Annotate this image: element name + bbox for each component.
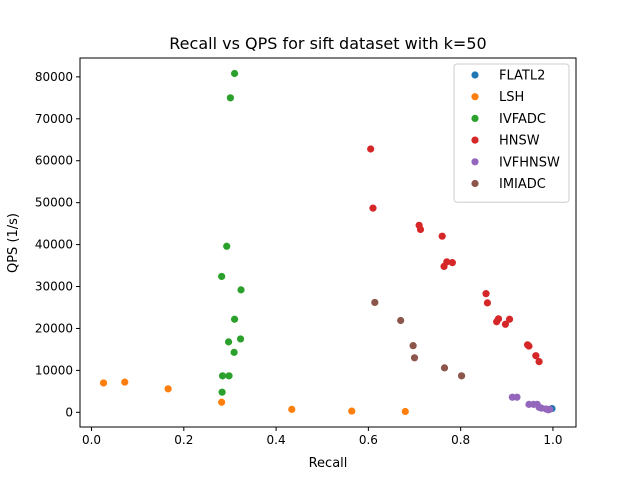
data-point: [164, 385, 172, 393]
chart-title: Recall vs QPS for sift dataset with k=50: [169, 34, 486, 53]
series-lsh: [99, 378, 409, 416]
data-point: [397, 316, 405, 325]
x-tick-label: 0.2: [174, 433, 193, 447]
legend-label: IVFHNSW: [499, 155, 560, 170]
data-point: [457, 372, 466, 380]
data-point: [223, 242, 231, 250]
x-tick-label: 0.6: [359, 433, 378, 447]
data-point: [371, 298, 379, 307]
data-point: [218, 398, 226, 406]
series-imiadc: [371, 298, 466, 380]
data-point: [348, 407, 356, 415]
y-tick-label: 0: [65, 405, 73, 419]
plot-area-frame: [79, 57, 577, 428]
data-point: [482, 290, 490, 298]
data-point: [440, 364, 449, 372]
data-point: [218, 372, 227, 380]
y-tick-label: 80000: [35, 70, 73, 84]
series-ivfhnsw: [508, 393, 554, 414]
data-point: [236, 335, 245, 343]
data-point: [218, 272, 226, 281]
y-tick-label: 30000: [35, 280, 73, 294]
x-tick-label: 0.0: [82, 433, 101, 447]
legend-label: HNSW: [499, 134, 540, 149]
data-point: [224, 338, 233, 346]
data-point: [230, 69, 239, 78]
data-point: [532, 352, 540, 360]
x-tick-label: 0.8: [451, 433, 470, 447]
series-ivfadc: [218, 69, 245, 396]
legend-marker: [471, 136, 479, 144]
legend-label: LSH: [499, 90, 524, 105]
axis-ticks: 0.0 0.2 0.4 0.6 0.8 1.0 0 10000 20000 30000 40000 5…: [35, 70, 563, 447]
legend-marker: [471, 93, 479, 101]
data-point: [438, 232, 446, 240]
data-point: [226, 94, 235, 102]
x-tick-label: 0.4: [267, 433, 286, 447]
legend-marker: [471, 158, 479, 166]
data-point: [237, 286, 245, 294]
y-tick-label: 50000: [35, 196, 73, 210]
data-point: [230, 348, 238, 356]
data-points: [99, 69, 556, 416]
data-point: [535, 357, 543, 366]
y-tick-label: 60000: [35, 154, 73, 168]
data-point: [448, 259, 456, 267]
data-point: [410, 354, 419, 362]
legend-box: [453, 63, 570, 203]
y-tick-label: 20000: [35, 321, 73, 335]
y-axis-label: QPS (1/s): [6, 213, 21, 273]
data-point: [525, 342, 533, 350]
legend-marker: [471, 114, 479, 122]
data-point: [369, 204, 377, 212]
data-point: [501, 320, 510, 328]
data-point: [401, 407, 409, 416]
series-hnsw: [367, 145, 543, 366]
data-point: [121, 378, 129, 386]
legend-marker: [471, 71, 479, 79]
data-point: [546, 405, 554, 413]
data-point: [513, 393, 521, 401]
data-point: [440, 262, 448, 270]
y-tick-label: 10000: [35, 363, 73, 377]
data-point: [230, 315, 239, 323]
legend-marker: [471, 179, 479, 188]
data-point: [409, 342, 417, 350]
data-point: [493, 318, 501, 326]
x-tick-label: 1.0: [543, 433, 562, 447]
legend-label: IMIADC: [499, 177, 546, 192]
legend-label: IVFADC: [499, 112, 546, 127]
legend: FLATL2 LSH IVFADC HNSW IVFHNSW IMIADC: [453, 63, 570, 203]
data-point: [416, 225, 425, 234]
data-point: [505, 315, 514, 323]
x-axis-label: Recall: [309, 456, 348, 471]
data-point: [367, 145, 375, 153]
y-tick-label: 70000: [35, 112, 73, 126]
data-point: [225, 372, 233, 380]
data-point: [218, 388, 226, 396]
data-point: [288, 405, 296, 413]
legend-label: FLATL2: [499, 69, 545, 84]
data-point: [99, 379, 108, 387]
data-point: [483, 299, 492, 307]
y-tick-label: 40000: [35, 238, 73, 252]
